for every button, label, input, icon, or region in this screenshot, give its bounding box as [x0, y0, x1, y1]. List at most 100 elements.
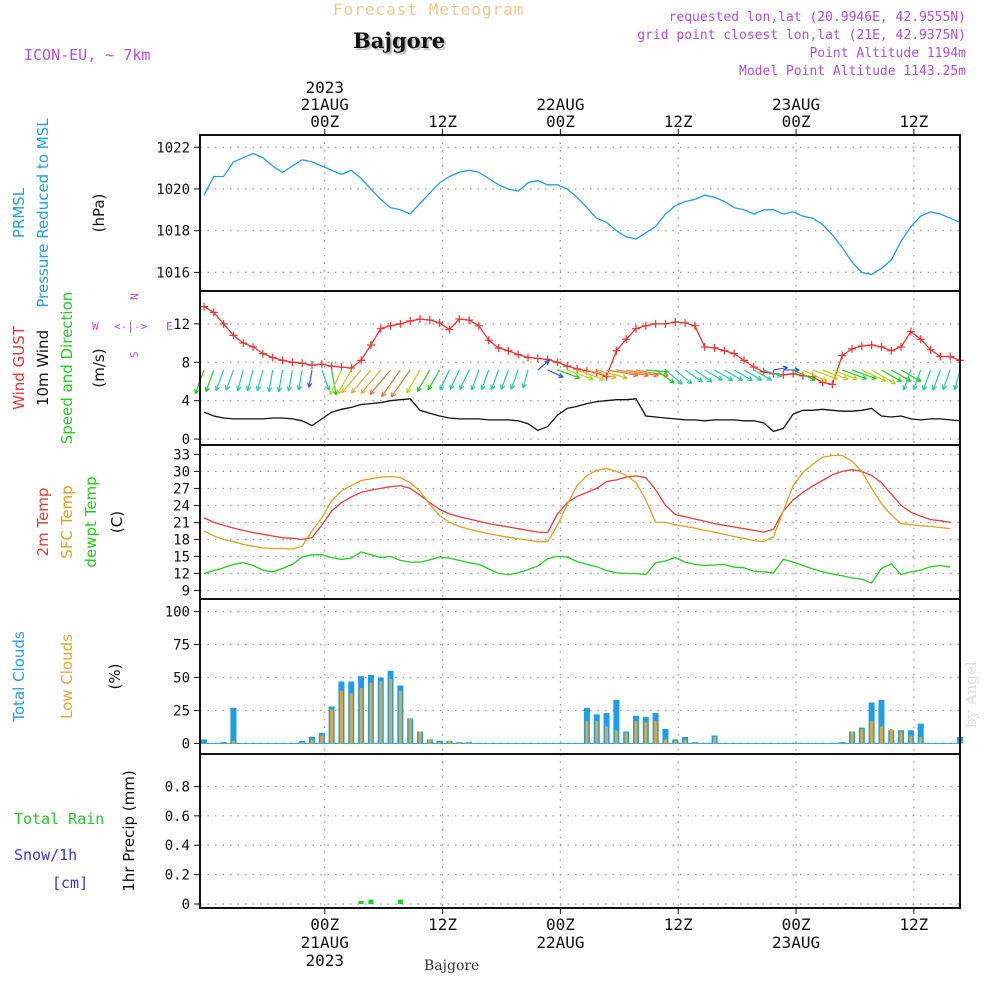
wind-direction-arrow	[832, 369, 858, 381]
gust-marker	[514, 350, 523, 359]
bar-low-clouds	[713, 736, 717, 744]
gust-marker	[651, 319, 660, 328]
bar-low-clouds	[624, 732, 628, 744]
bottom-time-label: 12Z	[428, 915, 457, 934]
bar-low-clouds	[673, 740, 677, 744]
gust-marker	[494, 343, 503, 352]
gust-marker	[573, 365, 582, 373]
gust-marker	[936, 352, 945, 361]
axis-label-temperature: (C)	[108, 511, 126, 533]
axis-label-wind: (m/s)	[90, 348, 108, 387]
gust-marker	[200, 302, 208, 311]
wind-direction-arrow	[812, 369, 839, 381]
gust-marker	[465, 316, 474, 325]
top-time-label: 12Z	[428, 112, 457, 131]
wind-direction-arrow	[331, 369, 338, 396]
gust-marker	[366, 341, 375, 349]
bar-low-clouds	[634, 721, 638, 744]
series-line-2m-temp	[203, 469, 951, 541]
ytick-label-temperature: 24	[173, 498, 190, 514]
bar-low-clouds	[909, 735, 913, 744]
gust-marker	[239, 339, 248, 348]
ytick-label-pressure: 1020	[156, 182, 190, 198]
bar-low-clouds	[644, 722, 648, 744]
bottom-time-label: 12Z	[664, 915, 693, 934]
gust-marker	[278, 356, 287, 365]
gust-marker	[357, 356, 366, 365]
top-time-label: 00Z	[546, 112, 575, 131]
gust-marker	[720, 346, 729, 355]
ytick-label-temperature: 27	[173, 481, 190, 497]
gust-marker	[622, 335, 631, 344]
bottom-time-label: 00Z	[782, 915, 811, 934]
wind-direction-arrow	[214, 369, 225, 392]
bar-low-clouds	[919, 736, 923, 744]
wind-direction-arrow	[753, 369, 773, 381]
panel-frame-pressure	[199, 134, 961, 292]
wind-direction-arrow	[336, 369, 352, 395]
axis-label-wind: Wind GUST	[10, 325, 28, 410]
wind-direction-arrow	[321, 369, 331, 391]
bar-total-clouds	[839, 742, 846, 744]
wind-direction-arrow	[941, 369, 951, 391]
wind-direction-arrow	[861, 369, 887, 382]
bar-low-clouds	[585, 721, 589, 744]
gust-marker	[690, 321, 699, 330]
gust-marker	[838, 351, 847, 360]
gust-marker	[317, 360, 326, 369]
bottom-time-label: 00Z	[310, 915, 339, 934]
wind-direction-arrow	[266, 369, 274, 393]
gust-marker	[386, 321, 395, 330]
bar-low-clouds	[595, 721, 599, 744]
wind-direction-arrow	[306, 369, 313, 388]
gust-marker	[730, 349, 739, 358]
wind-direction-arrow	[286, 369, 293, 392]
wind-direction-arrow	[381, 369, 401, 398]
gust-marker	[553, 358, 562, 367]
bar-total-clouds	[613, 699, 620, 744]
bottom-time-label: 12Z	[899, 915, 928, 934]
axis-label-pressure: Pressure Reduced to MSL	[34, 118, 52, 308]
bar-low-clouds	[605, 726, 609, 744]
wind-direction-arrow	[802, 369, 828, 382]
ytick-label-clouds: 50	[173, 671, 190, 687]
wind-direction-arrow	[822, 369, 849, 381]
wind-direction-arrow	[490, 369, 500, 391]
bar-total-rain	[358, 901, 364, 904]
gust-marker	[435, 318, 444, 327]
gust-marker	[298, 359, 307, 368]
ytick-label-temperature: 30	[173, 464, 190, 480]
gust-marker	[681, 318, 690, 327]
ytick-label-wind: 4	[182, 394, 190, 410]
wind-direction-arrow	[224, 369, 235, 391]
gust-marker	[308, 361, 316, 370]
bar-low-clouds	[663, 739, 667, 744]
bar-low-clouds	[428, 739, 432, 744]
bar-total-clouds	[662, 728, 669, 744]
gust-marker	[789, 369, 798, 378]
wind-direction-arrow	[470, 369, 480, 391]
bar-total-clouds	[230, 707, 237, 744]
gust-marker	[602, 372, 611, 381]
wind-direction-arrow	[296, 369, 303, 391]
top-time-label: 12Z	[664, 112, 693, 131]
wind-direction-arrow	[521, 369, 529, 389]
gust-marker	[337, 363, 346, 372]
gust-marker	[524, 353, 532, 362]
wind-direction-arrow	[674, 369, 693, 385]
ytick-label-pressure: 1016	[156, 265, 190, 281]
wind-direction-arrow	[881, 369, 903, 383]
bar-total-rain	[397, 899, 403, 904]
compass-south: S	[128, 351, 141, 358]
bar-low-clouds	[369, 682, 373, 744]
ytick-label-temperature: 21	[173, 515, 190, 531]
bar-low-clouds	[467, 742, 471, 744]
panel-precip: 0 0.2 0.4 0.6 0.8 1hr Precip (mm) Total Rain Sn…	[14, 753, 961, 913]
gust-marker	[759, 367, 768, 376]
panel-frame-clouds	[199, 598, 961, 755]
location-title: Bajgore	[353, 28, 446, 53]
ytick-label-pressure: 1022	[156, 140, 190, 156]
bottom-time-label: 2023	[305, 951, 344, 970]
